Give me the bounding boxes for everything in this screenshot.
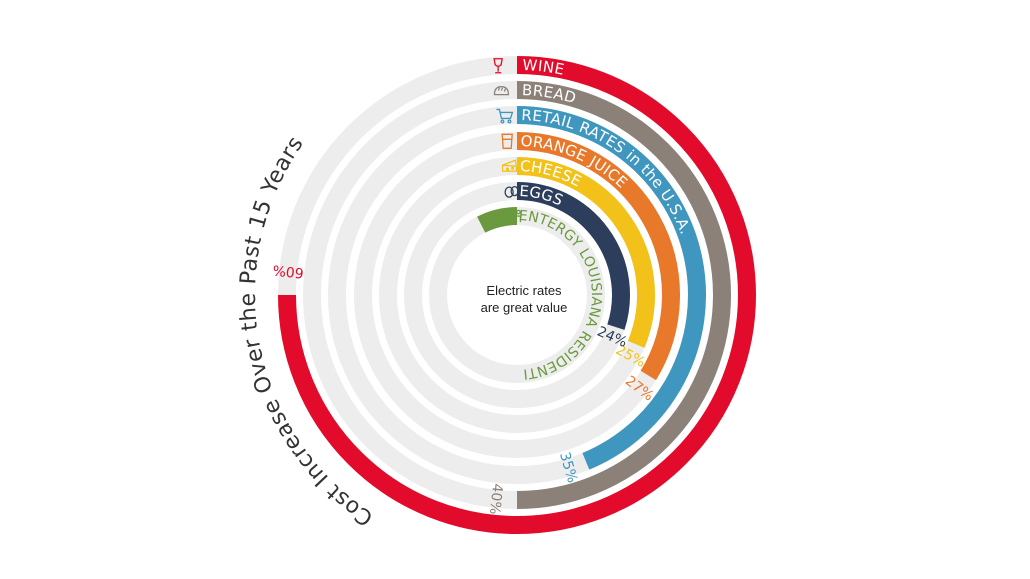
juice-glass-icon	[501, 133, 513, 149]
eggs-icon	[504, 185, 519, 198]
bar-bread	[516, 81, 731, 509]
shopping-cart-icon	[496, 108, 514, 124]
ring-bars	[278, 56, 756, 534]
value-label-wine: 60%	[272, 261, 305, 280]
center-label-line-2: are great value	[480, 300, 568, 315]
people-icon	[505, 209, 522, 223]
bar-cheese	[516, 157, 655, 348]
center-label-line-1: Electric rates	[486, 283, 562, 298]
wine-glass-icon	[493, 58, 503, 74]
series-label-eggs: EGGS	[519, 182, 566, 210]
center-label: Electric rates are great value	[469, 282, 579, 316]
series-label-bread: BREAD	[521, 81, 578, 107]
bar-orange-juice	[516, 132, 680, 381]
ring-icons	[493, 58, 522, 223]
bar-wine	[278, 56, 756, 534]
bar-retail-rates-in-the-u-s-a	[516, 106, 706, 470]
bar-eggs	[516, 182, 630, 330]
series-label-wine: WINE	[522, 56, 566, 79]
value-label-bread: 40%	[486, 483, 505, 516]
bread-icon	[493, 85, 510, 96]
cheese-icon	[501, 159, 518, 172]
